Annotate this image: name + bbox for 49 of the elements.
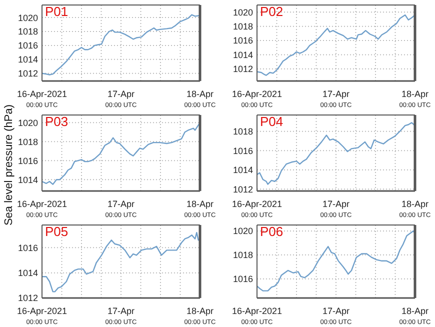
- y-tick-label: 1016: [232, 274, 253, 284]
- y-tick-label: 1016: [232, 146, 253, 156]
- x-tick-label: 18-Apr 00:00 UTC: [184, 89, 216, 109]
- x-tick-label: 16-Apr-2021 00:00 UTC: [16, 306, 68, 326]
- y-tick-label: 1014: [232, 50, 253, 60]
- y-tick-label: 1012: [18, 293, 38, 304]
- x-tick-label: 16-Apr-2021 00:00 UTC: [16, 199, 68, 219]
- y-tick-label: 1014: [232, 165, 253, 176]
- chart-title: P05: [45, 224, 68, 239]
- x-tick-label: 18-Apr 00:00 UTC: [399, 199, 432, 219]
- y-tick-label: 1014: [18, 268, 38, 278]
- y-tick-label: 1012: [232, 184, 253, 194]
- chart-title: P04: [260, 114, 284, 129]
- y-tick-label: 1020: [232, 7, 253, 18]
- x-tick-label: 16-Apr-2021 00:00 UTC: [232, 199, 282, 219]
- chart-title: P06: [260, 224, 284, 239]
- x-tick-label: 16-Apr-2021 00:00 UTC: [16, 89, 68, 109]
- y-tick-label: 1018: [18, 26, 38, 37]
- y-tick-label: 1020: [18, 118, 38, 128]
- x-tick-label: 17-Apr 00:00 UTC: [105, 199, 138, 219]
- y-tick-label: 1016: [18, 40, 38, 51]
- y-tick-label: 1020: [232, 226, 253, 236]
- x-tick-label: 18-Apr 00:00 UTC: [399, 89, 432, 109]
- y-tick-label: 1020: [18, 12, 38, 23]
- x-tick-label: 18-Apr 00:00 UTC: [399, 306, 432, 326]
- x-tick-label: 18-Apr 00:00 UTC: [184, 306, 216, 326]
- x-tick-label: 17-Apr 00:00 UTC: [320, 306, 352, 326]
- x-tick-label: 17-Apr 00:00 UTC: [320, 89, 352, 109]
- chart-title: P02: [260, 4, 284, 19]
- y-tick-label: 1014: [18, 54, 38, 65]
- y-tick-label: 1012: [18, 68, 38, 79]
- y-tick-label: 1012: [232, 64, 253, 74]
- y-tick-label: 1016: [18, 156, 38, 166]
- x-tick-label: 17-Apr 00:00 UTC: [105, 306, 138, 326]
- chart-title: P01: [45, 4, 68, 19]
- chart-title: P03: [45, 114, 68, 129]
- x-tick-label: 18-Apr 00:00 UTC: [184, 199, 216, 219]
- y-tick-label: 1018: [232, 250, 253, 260]
- y-tick-label: 1016: [18, 242, 38, 253]
- x-tick-label: 16-Apr-2021 00:00 UTC: [232, 306, 282, 326]
- y-tick-label: 1018: [232, 126, 253, 137]
- x-tick-label: 16-Apr-2021 00:00 UTC: [232, 89, 282, 109]
- y-tick-label: 1014: [18, 174, 38, 185]
- x-tick-label: 17-Apr 00:00 UTC: [105, 89, 138, 109]
- y-tick-label: 1018: [232, 22, 253, 32]
- y-axis-title: Sea level pressure (hPa): [3, 104, 15, 226]
- x-tick-label: 17-Apr 00:00 UTC: [320, 199, 352, 219]
- y-tick-label: 1016: [232, 36, 253, 46]
- y-tick-label: 1018: [18, 136, 38, 147]
